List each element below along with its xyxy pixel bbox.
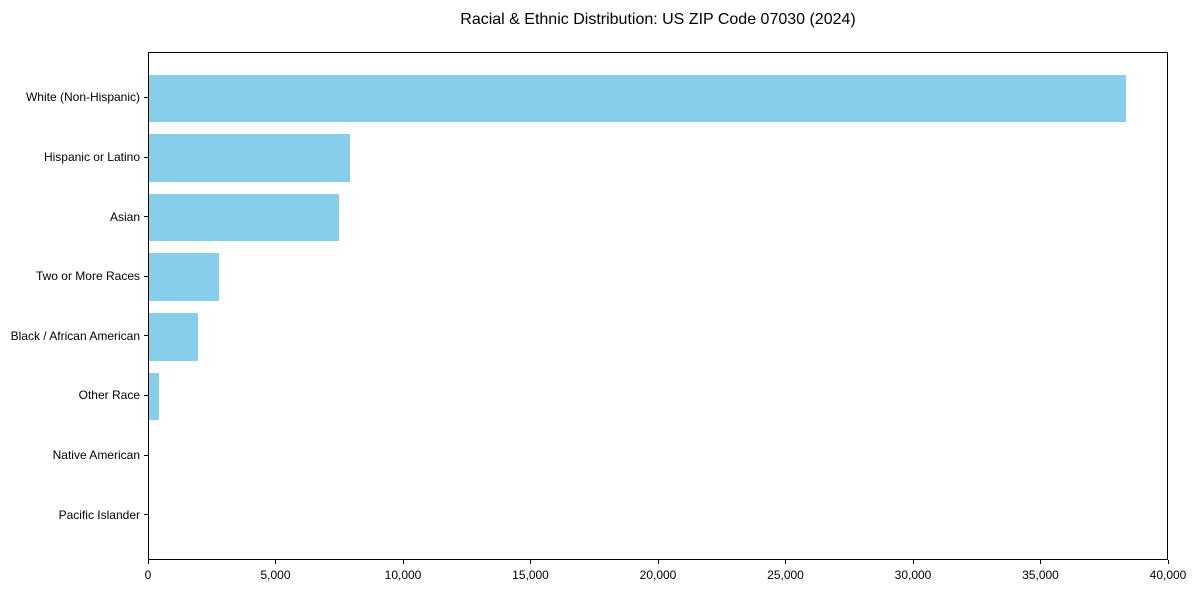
x-tick-mark xyxy=(912,560,914,564)
x-tick-mark xyxy=(402,560,404,564)
y-tick-label: Pacific Islander xyxy=(58,507,140,522)
chart-title: Racial & Ethnic Distribution: US ZIP Cod… xyxy=(460,11,856,28)
y-tick-mark xyxy=(144,335,148,337)
x-tick-mark xyxy=(275,560,276,564)
y-tick-label: Other Race xyxy=(78,388,140,403)
x-tick-mark xyxy=(1040,560,1041,564)
x-tick-label: 20,000 xyxy=(639,568,677,582)
y-tick-mark xyxy=(144,514,148,516)
y-tick-mark xyxy=(144,156,148,158)
bar xyxy=(149,253,220,302)
bar xyxy=(149,193,339,242)
x-tick-mark xyxy=(147,560,149,564)
y-tick-label: Black / African American xyxy=(10,328,140,343)
y-tick-label: Native American xyxy=(52,448,140,462)
bar xyxy=(149,312,199,361)
x-tick-mark xyxy=(657,560,659,564)
x-tick-label: 25,000 xyxy=(767,568,804,582)
y-tick-mark xyxy=(144,96,148,98)
x-tick-label: 15,000 xyxy=(512,568,549,582)
x-tick-label: 35,000 xyxy=(1022,568,1059,582)
y-tick-label: White (Non-Hispanic) xyxy=(25,90,140,105)
bar xyxy=(149,74,1126,123)
x-tick-label: 30,000 xyxy=(894,568,932,582)
y-tick-label: Hispanic or Latino xyxy=(43,150,140,164)
x-tick-label: 40,000 xyxy=(1149,568,1187,582)
x-tick-mark xyxy=(785,560,786,564)
bar xyxy=(149,134,351,182)
y-tick-mark xyxy=(144,394,148,396)
x-tick-label: 10,000 xyxy=(384,568,422,582)
x-tick-label: 5,000 xyxy=(260,568,291,582)
y-tick-label: Asian xyxy=(109,209,140,224)
plot-area xyxy=(148,52,1168,560)
x-tick-label: 0 xyxy=(144,568,152,582)
y-tick-mark xyxy=(144,216,148,218)
y-tick-mark xyxy=(144,275,148,277)
x-tick-mark xyxy=(530,560,531,564)
x-tick-mark xyxy=(1167,560,1169,564)
y-tick-mark xyxy=(144,454,148,456)
bar xyxy=(149,372,160,421)
y-tick-label: Two or More Races xyxy=(35,269,140,284)
